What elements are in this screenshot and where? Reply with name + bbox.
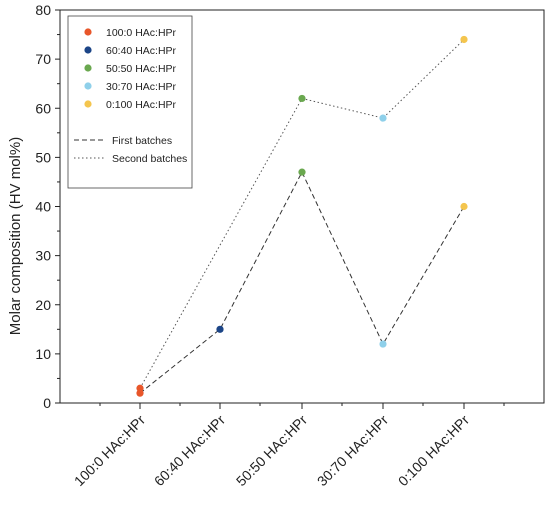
legend-marker [84,100,92,108]
y-tick-label: 20 [35,297,51,313]
x-tick-label: 60:40 HAc:HPr [151,412,229,490]
y-tick-label: 0 [43,395,51,411]
data-point [460,202,468,211]
x-tick-label: 100:0 HAc:HPr [71,412,149,490]
legend-marker [84,64,92,72]
data-point [379,340,387,348]
series-lines [139,39,465,394]
y-tick-label: 80 [35,2,51,18]
legend-label: First batches [112,135,172,147]
data-points [136,35,468,397]
first-batches-line [139,170,465,394]
y-tick-label: 70 [35,51,51,67]
legend-label: 60:40 HAc:HPr [106,45,177,57]
legend-label: 0:100 HAc:HPr [106,99,177,111]
legend-label: 100:0 HAc:HPr [106,27,177,39]
legend-label: 30:70 HAc:HPr [106,81,177,93]
legend-label: Second batches [112,153,187,165]
legend-marker [84,28,92,36]
y-tick-label: 50 [35,149,51,165]
data-point [379,114,387,122]
x-tick-label: 30:70 HAc:HPr [314,412,392,490]
y-tick-label: 30 [35,248,51,264]
y-axis: 0 10 20 30 40 50 60 70 80 [35,2,60,411]
data-point [298,168,306,176]
x-tick-label: 50:50 HAc:HPr [233,412,311,490]
x-tick-label: 0:100 HAc:HPr [395,412,473,490]
x-axis: 100:0 HAc:HPr 60:40 HAc:HPr 50:50 HAc:HPr 3… [71,403,505,490]
y-tick-label: 60 [35,100,51,116]
data-point [136,384,144,392]
legend-marker [84,82,92,90]
data-point [216,325,224,333]
legend: 100:0 HAc:HPr 60:40 HAc:HPr 50:50 HAc:HPr 3… [67,15,193,189]
data-point [460,35,468,44]
y-axis-title: Molar composition (HV mol%) [7,137,24,335]
y-tick-label: 10 [35,346,51,362]
legend-marker [84,46,92,54]
data-point [298,94,306,103]
y-tick-label: 40 [35,199,51,215]
legend-label: 50:50 HAc:HPr [106,63,177,75]
